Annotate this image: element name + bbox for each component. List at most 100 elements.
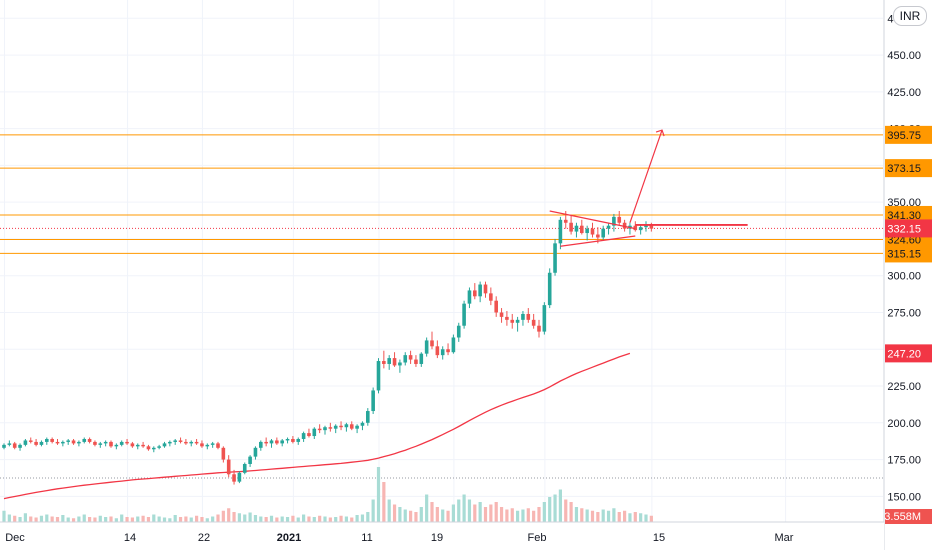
triangle-upper-line[interactable]: [549, 210, 636, 230]
time-tick-label: 11: [361, 532, 372, 544]
candle-body: [446, 349, 450, 353]
level-price-tag-label: 373.15: [887, 163, 921, 175]
volume-bar: [227, 508, 231, 522]
candle-body: [473, 290, 477, 297]
volume-bar: [355, 515, 359, 522]
candle-body: [440, 349, 445, 356]
volume-bar: [334, 517, 338, 522]
volume-bar: [259, 516, 263, 522]
candle-body: [349, 424, 354, 429]
candle-body: [569, 222, 573, 232]
volume-bar: [617, 512, 621, 522]
volume-bar: [162, 517, 167, 522]
target-arrow-line[interactable]: [629, 129, 663, 223]
time-tick-label: Feb: [528, 532, 547, 544]
volume-bar: [130, 517, 134, 522]
candle-body: [114, 444, 119, 447]
target-arrow-head[interactable]: [655, 129, 665, 137]
candle-body: [23, 440, 28, 445]
current-price-tag-box[interactable]: [885, 219, 932, 238]
horizontal-levels[interactable]: [0, 134, 883, 254]
candle-body: [542, 305, 547, 332]
time-axis-background: [0, 522, 884, 550]
candle-body: [146, 446, 151, 450]
level-price-tag-box[interactable]: [885, 125, 932, 144]
volume-bar: [505, 509, 509, 522]
candle-body: [152, 447, 156, 450]
candle-body: [585, 228, 589, 234]
volume-bar: [360, 514, 365, 522]
candle-body: [125, 441, 129, 444]
candle-body: [253, 447, 258, 457]
volume-bar: [564, 499, 568, 522]
candle-body: [574, 225, 579, 232]
candlesticks: [2, 210, 654, 485]
candle-body: [526, 313, 531, 320]
volume-bar: [232, 512, 236, 522]
candle-body: [499, 312, 504, 317]
volume-bar: [553, 494, 557, 522]
candle-body: [478, 284, 482, 297]
volume-bar: [639, 513, 643, 522]
volume-bar: [366, 512, 370, 522]
currency-badge[interactable]: INR: [893, 6, 927, 26]
volume-bar: [269, 515, 274, 522]
level-price-tag-label: 324.60: [887, 235, 921, 247]
candle-body: [371, 390, 375, 412]
volume-bar: [114, 518, 118, 522]
volume-bar: [441, 509, 445, 522]
moving-average-tag-box[interactable]: [885, 344, 932, 363]
volume-bar: [542, 502, 546, 522]
volume-bar: [146, 517, 151, 522]
triangle-lower-line[interactable]: [560, 235, 636, 247]
level-price-tag-box[interactable]: [885, 244, 932, 263]
price-axis[interactable]: 150.00175.00200.00225.00250.00275.00300.…: [883, 0, 932, 550]
candle-body: [531, 319, 536, 326]
candle-body: [7, 443, 12, 445]
volume-bar: [457, 499, 461, 522]
volume-bar: [264, 517, 268, 522]
level-price-tag-box[interactable]: [885, 159, 932, 178]
candle-body: [210, 443, 215, 445]
volume-bar: [601, 509, 605, 522]
volume-bar: [446, 510, 450, 522]
level-price-tag-label: 315.15: [887, 248, 921, 260]
volume-bar: [77, 516, 81, 522]
volume-bar: [302, 514, 306, 522]
candle-body: [98, 443, 103, 445]
volume-bar: [88, 517, 92, 522]
volume-bar: [392, 504, 397, 522]
volume-bar: [291, 515, 295, 522]
volume-bar: [585, 509, 589, 522]
volume-bar: [307, 516, 311, 522]
volume-bar: [253, 515, 258, 522]
volume-bar: [376, 467, 381, 522]
candle-body: [558, 219, 563, 244]
candle-body: [633, 225, 638, 231]
candle-body: [109, 441, 113, 447]
candle-body: [285, 438, 290, 441]
volume-bar: [606, 510, 611, 522]
pattern-drawings[interactable]: [549, 129, 748, 247]
time-tick-label: 2021: [277, 532, 301, 544]
time-axis[interactable]: Dec 14 22 2021 11 19 Feb 15 Mar: [0, 521, 884, 550]
volume-bar: [532, 510, 536, 522]
volume-bar: [173, 515, 177, 522]
candle-body: [414, 359, 418, 364]
candle-body: [323, 427, 327, 431]
candle-body: [103, 441, 108, 444]
candle-body: [317, 428, 322, 431]
candle-body: [355, 425, 359, 429]
volume-bar: [7, 514, 11, 522]
candle-body: [221, 447, 226, 460]
volume-bar: [285, 517, 290, 522]
candle-body: [408, 355, 413, 360]
candle-body: [296, 438, 301, 442]
moving-average-tag-label: 247.20: [887, 348, 921, 360]
volume-bar: [39, 515, 44, 522]
volume-bar: [409, 510, 413, 522]
volume-bar: [13, 515, 17, 522]
candle-body: [419, 353, 424, 364]
